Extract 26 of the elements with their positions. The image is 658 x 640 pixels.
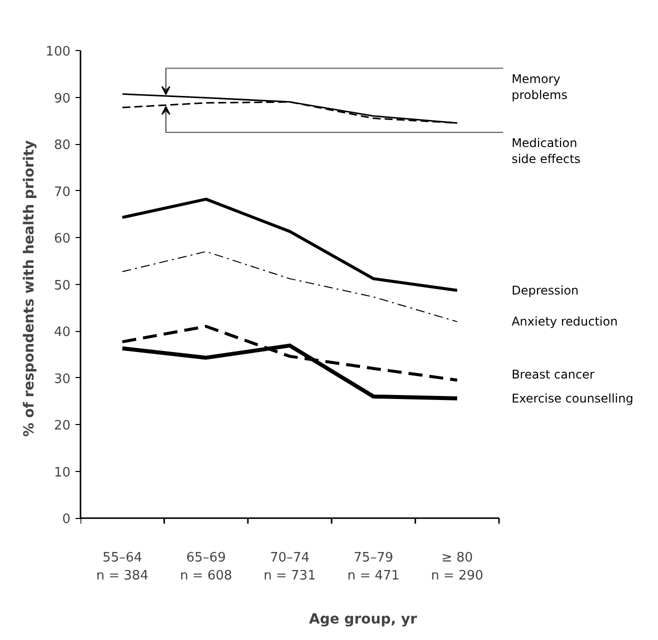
x-axis-title: Age group, yr [309, 612, 418, 628]
y-tick-label: 30 [54, 372, 71, 387]
y-tick-label: 70 [54, 184, 71, 200]
y-tick-label: 20 [54, 418, 71, 434]
y-tick-label: 90 [54, 91, 71, 106]
y-tick-label: 80 [54, 138, 71, 154]
text: Memory problems [512, 72, 568, 102]
y-tick-label: 40 [54, 325, 71, 340]
y-tick-label: 100 [46, 44, 71, 60]
line-series [120, 198, 459, 292]
x-tick-label: 55–64 n = 384 [96, 550, 148, 584]
y-tick-label: 10 [54, 465, 71, 480]
x-tick-label: 70–74 n = 731 [264, 550, 316, 584]
text: Medication side effects [512, 136, 581, 166]
y-axis-title: % of respondents with health priority [22, 140, 38, 437]
x-tick-label: 75–79 n = 471 [347, 550, 400, 584]
line-series [122, 251, 458, 322]
y-tick-label: 0 [62, 512, 71, 528]
y-tick-label: 60 [54, 232, 71, 247]
x-tick-label: 65–69 n = 608 [180, 550, 232, 584]
text: Anxiety reduction [512, 314, 618, 329]
text: Exercise counselling [512, 391, 634, 406]
y-tick-label: 50 [54, 278, 71, 294]
x-tick-label: ≥ 80 n = 290 [431, 550, 484, 584]
text: Depression [512, 283, 579, 298]
text: Breast cancer [512, 368, 595, 382]
